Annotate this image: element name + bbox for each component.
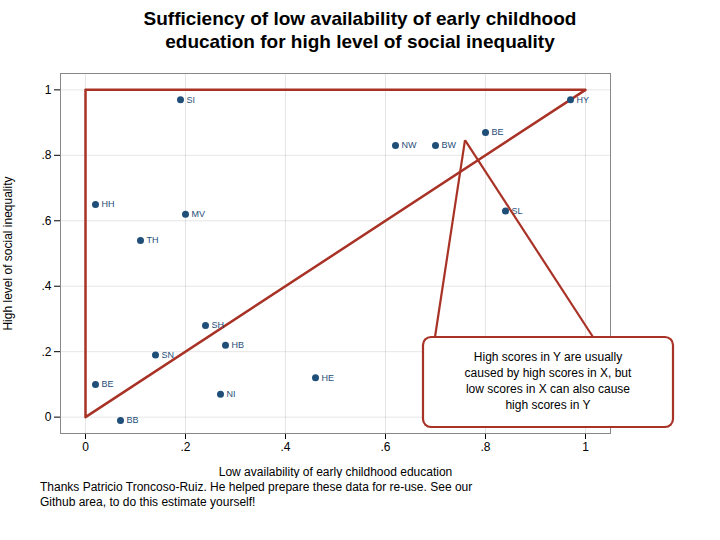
svg-text:1: 1: [582, 440, 589, 454]
svg-text:0: 0: [82, 440, 89, 454]
svg-text:SI: SI: [187, 94, 196, 104]
svg-text:.4: .4: [280, 440, 290, 454]
svg-text:HE: HE: [322, 372, 335, 382]
svg-text:.2: .2: [180, 440, 190, 454]
svg-text:High level of social inequalit: High level of social inequality: [1, 176, 15, 330]
svg-text:SH: SH: [212, 320, 225, 330]
svg-text:HY: HY: [577, 94, 590, 104]
svg-text:NW: NW: [402, 140, 417, 150]
svg-text:SL: SL: [511, 205, 523, 216]
svg-text:.8: .8: [41, 148, 51, 162]
svg-text:SN: SN: [162, 349, 175, 359]
svg-text:.6: .6: [41, 213, 51, 227]
svg-text:NI: NI: [227, 389, 236, 399]
svg-text:.4: .4: [41, 279, 51, 293]
html-text:Sufficiency of low availabilit: Sufficiency of low availability of early…: [143, 8, 577, 52]
svg-text:Low availability of early chil: Low availability of early childhood educ…: [219, 464, 452, 478]
svg-text:TH: TH: [147, 235, 159, 245]
svg-text:.8: .8: [480, 440, 490, 454]
svg-text:BB: BB: [127, 415, 139, 425]
html-text:Thanks Patricio Troncoso-Ruiz.: Thanks Patricio Troncoso-Ruiz. He helped…: [40, 479, 473, 509]
svg-text:BE: BE: [102, 379, 114, 389]
svg-text:MV: MV: [192, 209, 206, 219]
svg-text:1: 1: [45, 82, 52, 96]
svg-text:.6: .6: [380, 440, 390, 454]
svg-text:0: 0: [45, 410, 52, 424]
svg-text:BE: BE: [492, 127, 504, 137]
svg-text:HH: HH: [102, 199, 115, 209]
svg-text:High scores in Y are usuallyca: High scores in Y are usuallycaused by hi…: [465, 350, 632, 412]
svg-text:HB: HB: [232, 340, 245, 350]
svg-text:BW: BW: [442, 140, 457, 150]
svg-text:.2: .2: [41, 344, 51, 358]
